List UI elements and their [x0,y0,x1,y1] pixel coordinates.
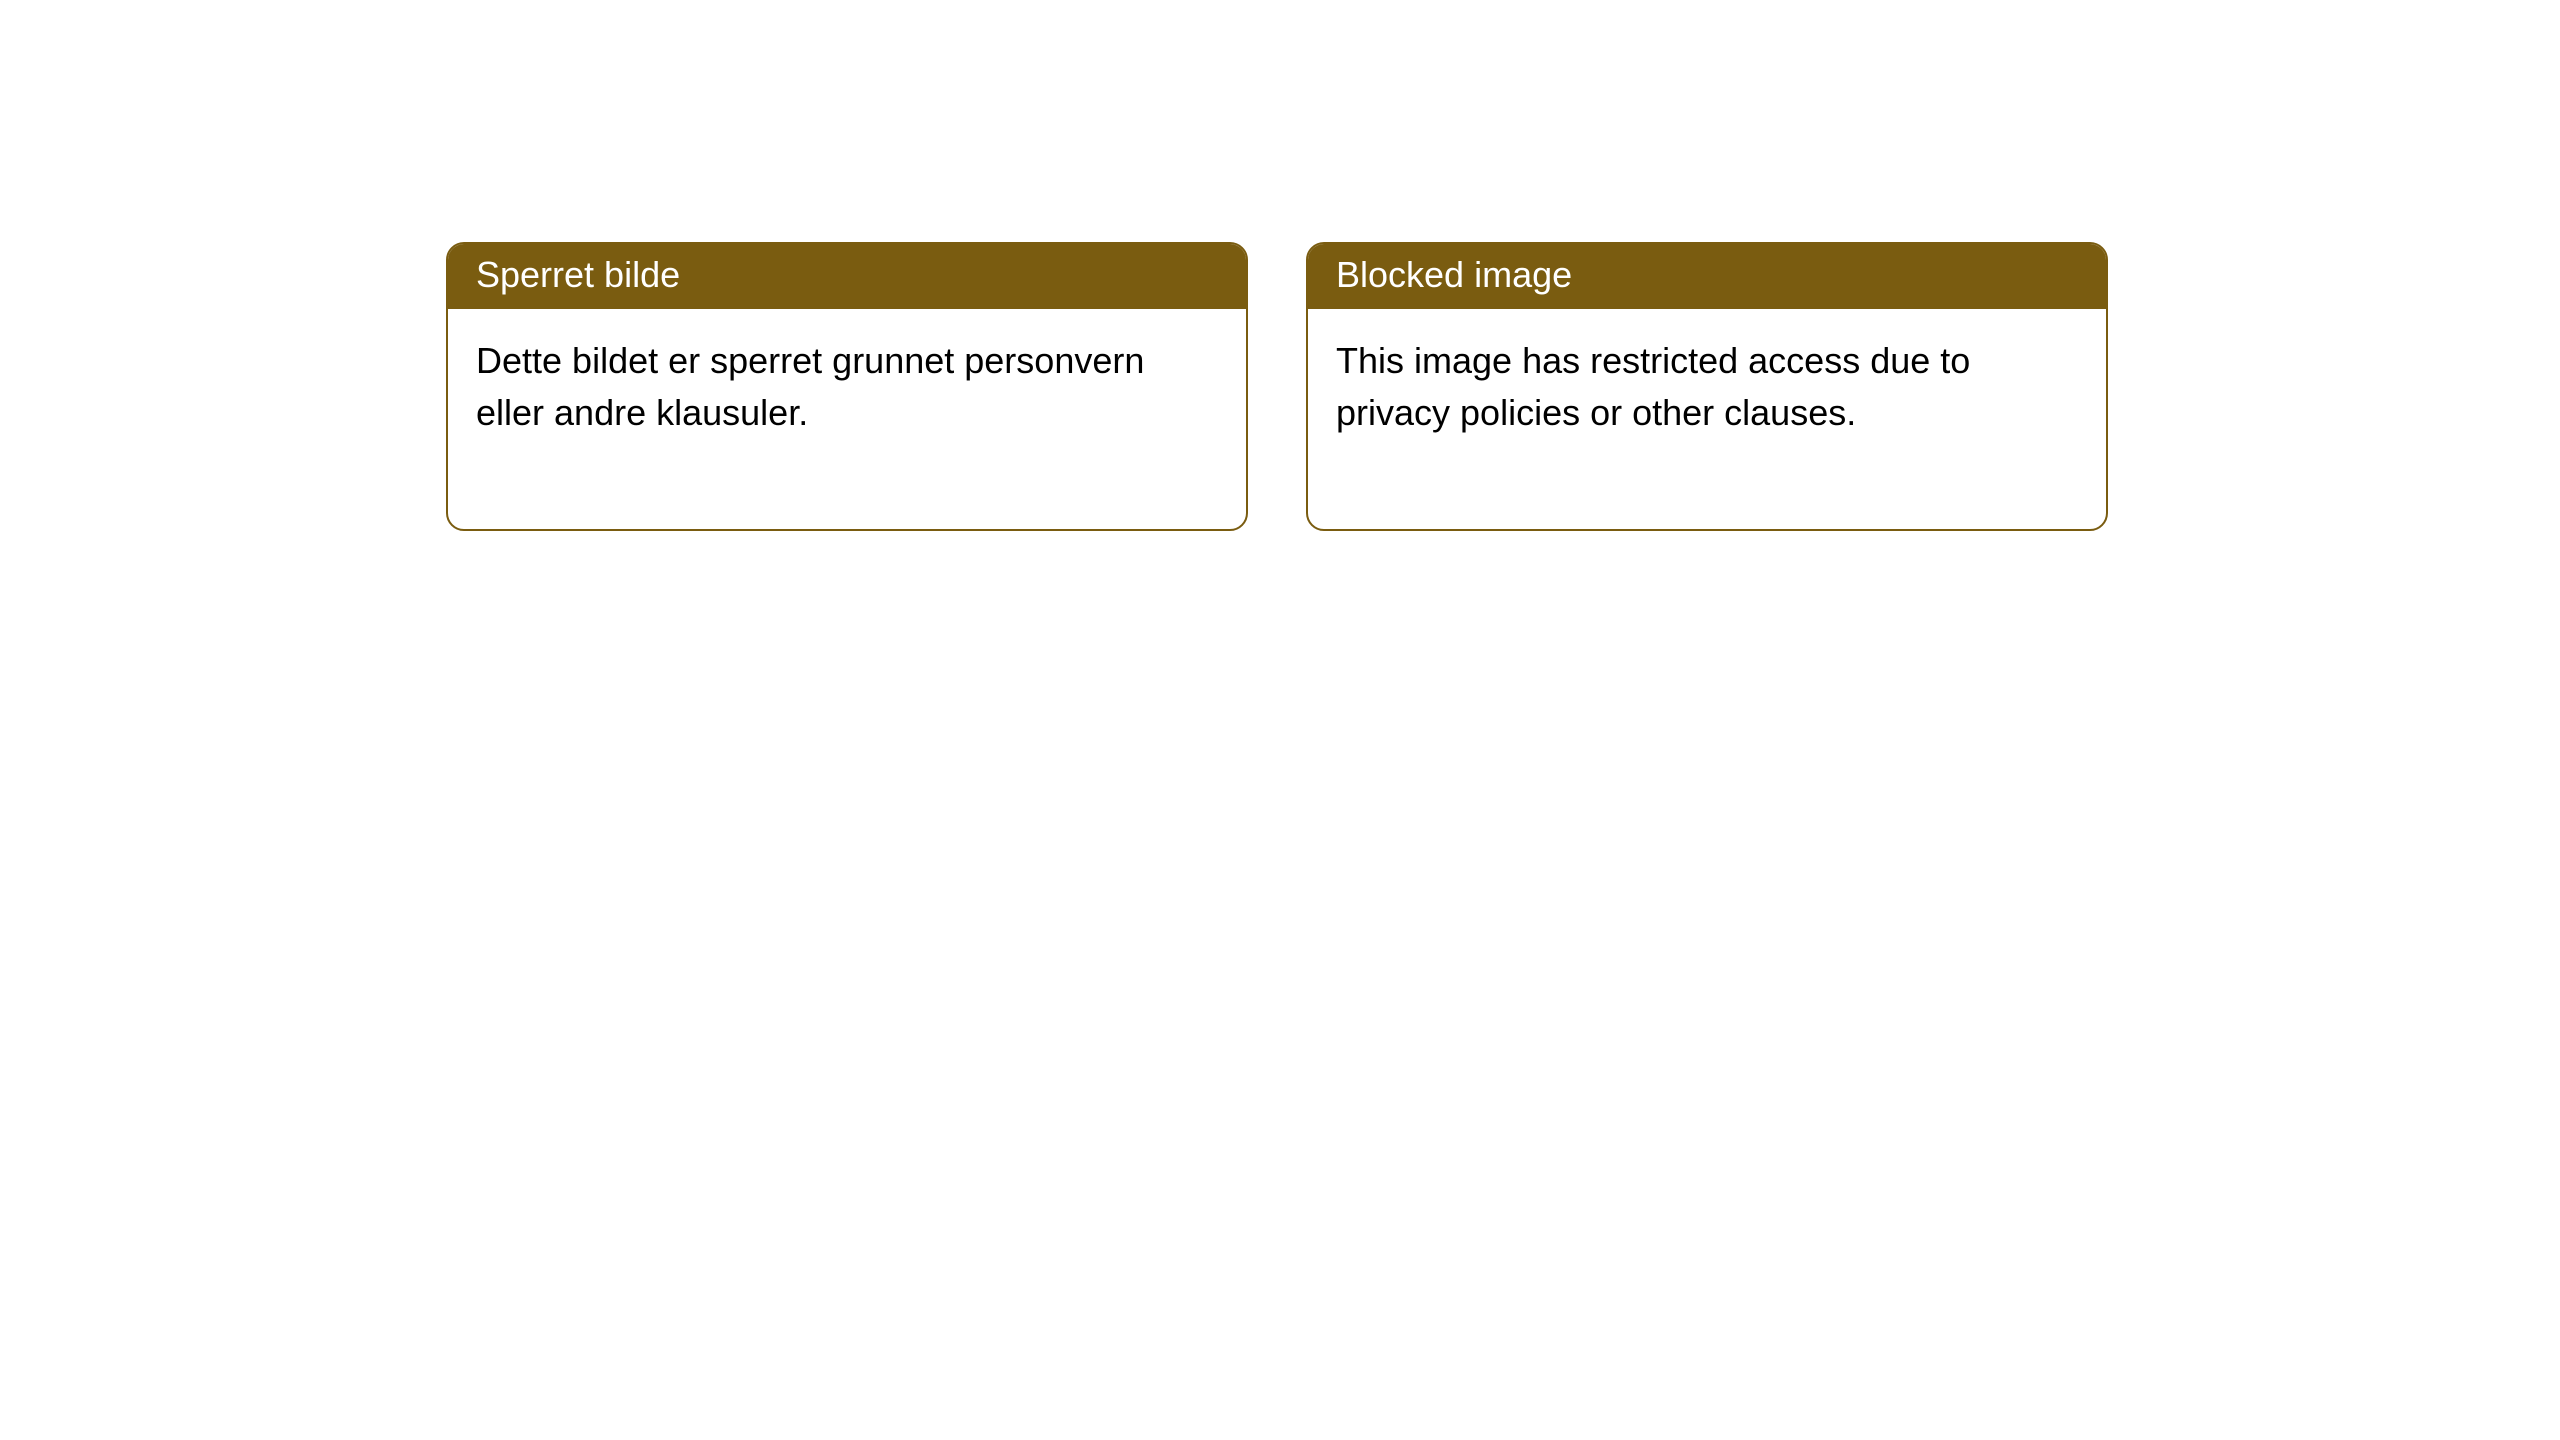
notice-container: Sperret bilde Dette bildet er sperret gr… [0,0,2560,531]
notice-body-no: Dette bildet er sperret grunnet personve… [448,309,1246,529]
notice-box-en: Blocked image This image has restricted … [1306,242,2108,531]
notice-title-en: Blocked image [1308,244,2106,309]
notice-box-no: Sperret bilde Dette bildet er sperret gr… [446,242,1248,531]
notice-title-no: Sperret bilde [448,244,1246,309]
notice-body-en: This image has restricted access due to … [1308,309,2106,529]
